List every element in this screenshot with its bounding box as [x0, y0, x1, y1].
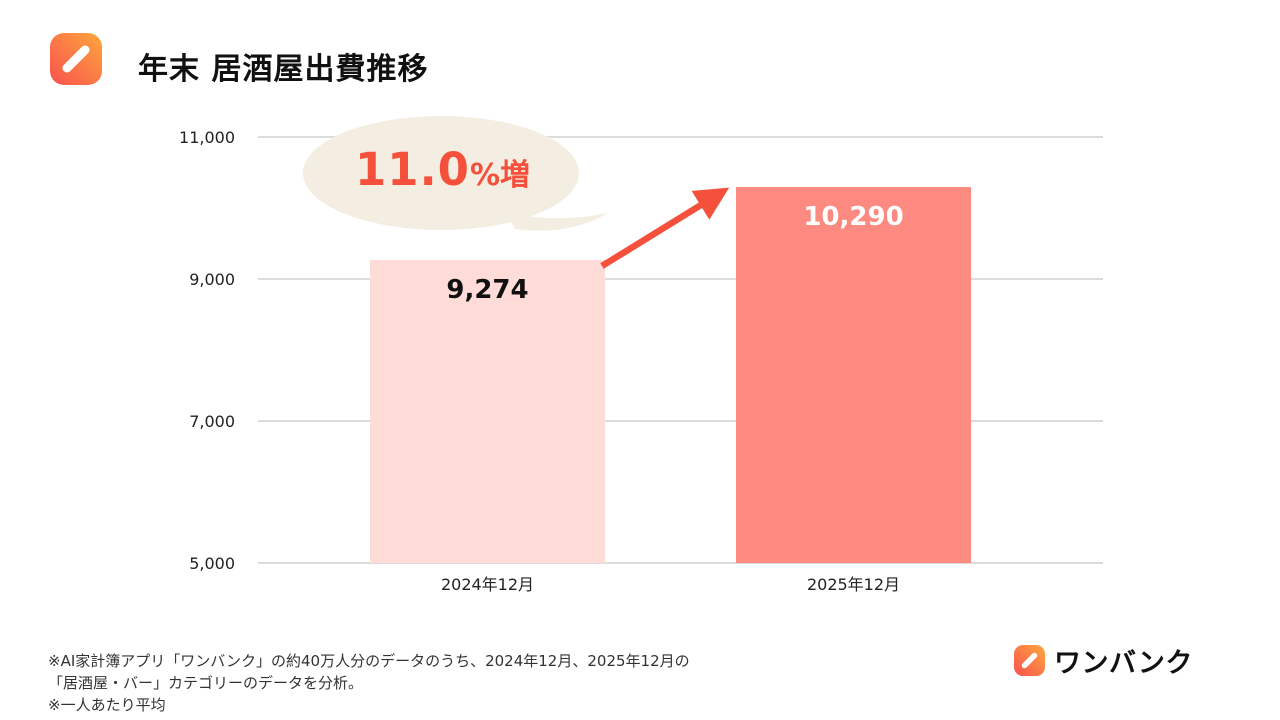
y-axis-tick: 5,000: [189, 554, 235, 573]
brand-name: ワンバンク: [1054, 648, 1193, 679]
footnote-line: ※AI家計簿アプリ「ワンバンク」の約40万人分のデータのうち、2024年12月、…: [48, 652, 690, 670]
pen-slash-icon: [1021, 652, 1038, 669]
pen-slash-icon: [62, 45, 90, 73]
page-title: 年末 居酒屋出費推移: [138, 52, 429, 87]
growth-arrow: [600, 187, 730, 269]
footnote: ※AI家計簿アプリ「ワンバンク」の約40万人分のデータのうち、2024年12月、…: [48, 650, 690, 716]
gridline-7000: [258, 420, 1103, 422]
gridline-9000: [258, 278, 1103, 280]
app-logo-icon: [50, 33, 102, 85]
y-axis-tick: 11,000: [179, 128, 235, 147]
y-axis-tick: 9,000: [189, 270, 235, 289]
x-axis-tick: 2025年12月: [806, 575, 901, 594]
growth-suffix: %増: [469, 158, 531, 193]
brand-app-icon: [1014, 645, 1045, 676]
speech-bubble-tail: [505, 212, 608, 231]
x-axis-tick: 2024年12月: [440, 575, 535, 594]
bar-2025-12: 10,290: [736, 187, 971, 563]
y-axis-tick: 7,000: [189, 412, 235, 431]
footnote-line: ※一人あたり平均: [48, 696, 166, 714]
bar-2024-12: 9,274: [370, 260, 605, 563]
gridline-5000: [258, 562, 1103, 564]
growth-annotation: 11.0%増: [305, 143, 580, 196]
bar-value-label: 9,274: [446, 275, 529, 305]
footnote-line: 「居酒屋・バー」カテゴリーのデータを分析。: [48, 674, 364, 692]
brand-logo: ワンバンク: [1014, 641, 1193, 680]
growth-percent: 11.0: [354, 143, 470, 196]
bar-value-label: 10,290: [803, 202, 904, 232]
gridline-11000: [258, 136, 1103, 138]
